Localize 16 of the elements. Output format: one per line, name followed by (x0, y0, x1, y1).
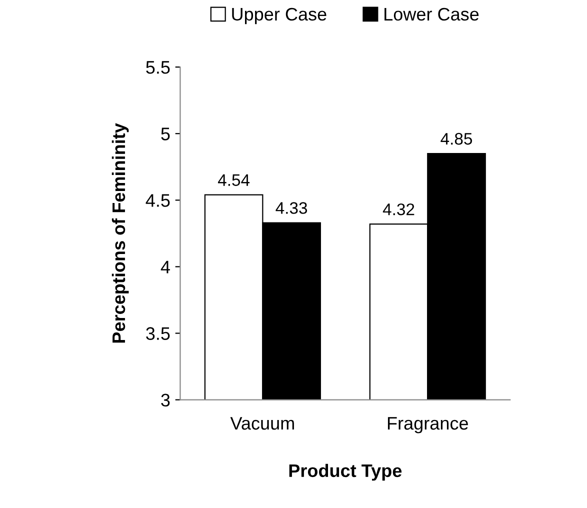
y-tick-label: 3 (161, 394, 170, 407)
data-label: 4.85 (440, 132, 472, 145)
x-tick-label: Fragrance (388, 417, 468, 434)
data-label: 4.54 (218, 174, 250, 186)
legend-label: Lower Case (384, 8, 479, 21)
y-tick-label: 5 (161, 128, 170, 140)
y-tick-label: 5.5 (146, 61, 170, 74)
data-label: 4.33 (276, 202, 308, 214)
y-axis-title: Perceptions of Femininity (112, 123, 129, 343)
data-label: 4.32 (382, 203, 414, 216)
x-tick-label: Vacuum (230, 417, 294, 430)
y-tick-label: 4.5 (146, 194, 170, 207)
x-axis-title: Product Type (289, 464, 402, 481)
y-tick-label: 4 (160, 260, 170, 274)
legend-label: Upper Case (232, 8, 326, 24)
y-tick-label: 3.5 (146, 327, 170, 340)
